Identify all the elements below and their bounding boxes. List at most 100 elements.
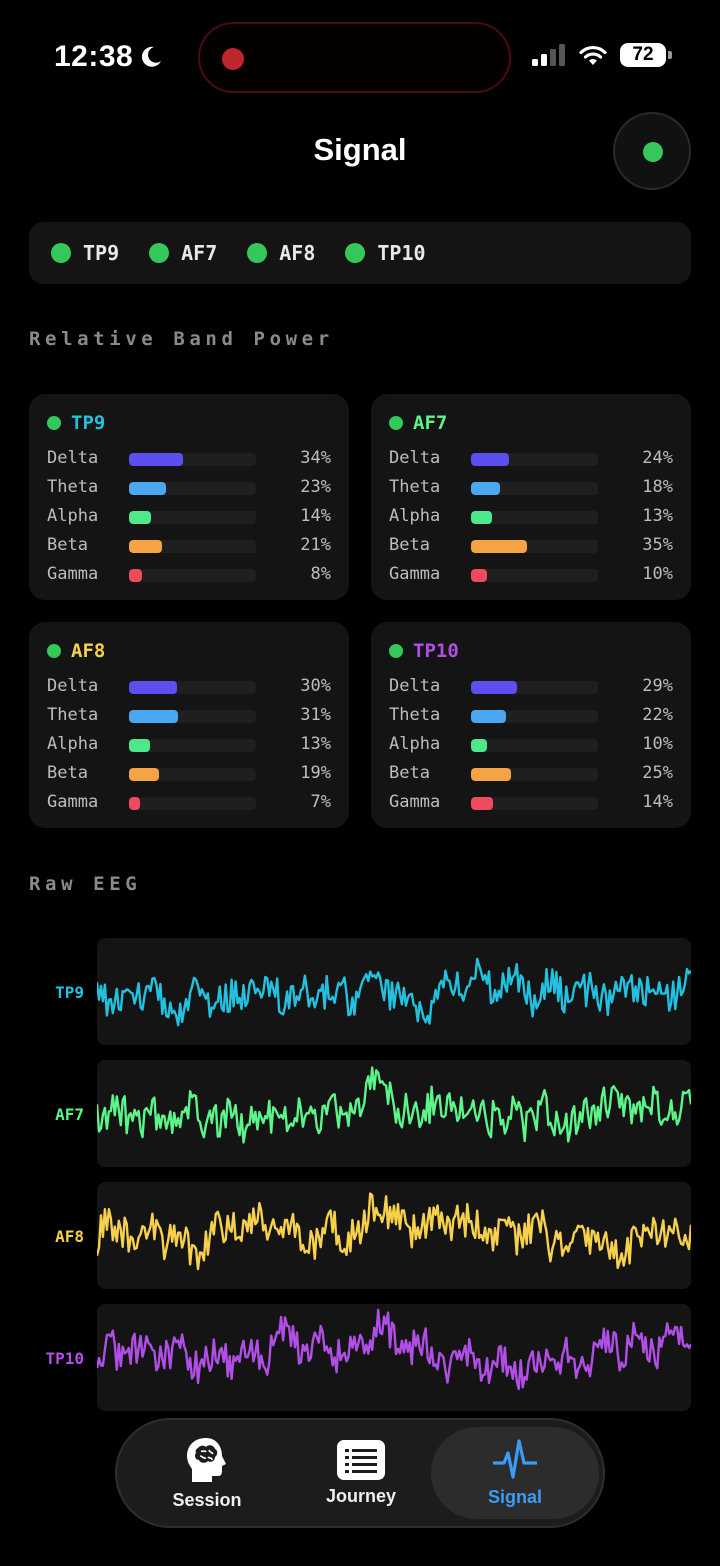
band-bar-fill [129, 453, 183, 466]
band-value: 10% [642, 564, 673, 584]
band-card-af7: AF7 Delta 24% Theta 18% Alpha 13% Beta 35% Gamma 1… [371, 394, 691, 600]
band-bar-fill [471, 511, 492, 524]
band-value: 8% [310, 564, 331, 584]
band-bar-fill [471, 797, 493, 810]
band-value: 30% [300, 676, 331, 696]
band-row-theta: Theta 23% [47, 477, 331, 499]
band-bar-fill [471, 710, 506, 723]
band-row-theta: Theta 31% [47, 705, 331, 727]
band-value: 14% [642, 792, 673, 812]
band-bar-fill [471, 540, 527, 553]
raw-eeg-section-title: Raw EEG [29, 873, 142, 895]
eeg-waveform-af7 [97, 1060, 691, 1167]
status-dot-icon [149, 243, 170, 263]
sensor-label: AF8 [279, 241, 316, 265]
band-label: Theta [389, 477, 441, 497]
channel-name: TP10 [413, 640, 459, 662]
tab-bar: Session Journey Signal [115, 1418, 605, 1528]
connection-status-button[interactable] [613, 112, 691, 190]
band-bar-track [129, 681, 256, 694]
band-bar-fill [471, 453, 509, 466]
band-value: 29% [642, 676, 673, 696]
band-value: 21% [300, 535, 331, 555]
eeg-trace [97, 1308, 691, 1391]
band-row-gamma: Gamma 14% [389, 792, 673, 814]
tab-signal[interactable]: Signal [431, 1427, 599, 1519]
band-row-gamma: Gamma 8% [47, 564, 331, 586]
status-right: 72 [532, 43, 672, 67]
band-label: Beta [47, 763, 88, 783]
band-bar-fill [129, 511, 151, 524]
band-value: 25% [642, 763, 673, 783]
band-bar-fill [129, 797, 140, 810]
band-row-alpha: Alpha 10% [389, 734, 673, 756]
band-bar-track [471, 681, 598, 694]
band-bar-fill [129, 569, 142, 582]
band-value: 13% [642, 506, 673, 526]
tab-label: Journey [325, 1485, 397, 1506]
band-bar-fill [471, 681, 517, 694]
band-bar-track [471, 797, 598, 810]
status-dot-icon [389, 644, 403, 658]
band-row-theta: Theta 22% [389, 705, 673, 727]
band-row-delta: Delta 29% [389, 676, 673, 698]
band-label: Beta [389, 535, 430, 555]
band-label: Delta [389, 448, 441, 468]
band-label: Alpha [389, 734, 441, 754]
band-label: Alpha [47, 734, 99, 754]
eeg-trace [97, 957, 691, 1027]
band-row-beta: Beta 35% [389, 535, 673, 557]
eeg-channel-label: TP9 [55, 983, 84, 1002]
channel-name: AF7 [413, 412, 448, 434]
band-row-theta: Theta 18% [389, 477, 673, 499]
band-bar-fill [129, 482, 166, 495]
battery-level: 72 [632, 44, 654, 65]
tab-label: Session [172, 1489, 242, 1510]
waveform-icon [493, 1438, 537, 1479]
tab-session[interactable]: Session [131, 1420, 283, 1526]
tab-label: Signal [487, 1486, 542, 1507]
sensor-tp9: TP9 [51, 241, 119, 265]
band-row-gamma: Gamma 10% [389, 564, 673, 586]
band-label: Delta [47, 448, 99, 468]
sensor-af7: AF7 [149, 241, 217, 265]
band-label: Theta [389, 705, 441, 725]
band-bar-track [471, 710, 598, 723]
band-bar-fill [471, 482, 500, 495]
band-value: 19% [300, 763, 331, 783]
band-row-delta: Delta 34% [47, 448, 331, 470]
band-value: 10% [642, 734, 673, 754]
band-label: Beta [389, 763, 430, 783]
band-bar-fill [129, 739, 150, 752]
status-dot-icon [51, 243, 71, 263]
band-card-tp9: TP9 Delta 34% Theta 23% Alpha 14% Beta 21% Gamma 8… [29, 394, 349, 600]
card-header: AF7 [389, 412, 447, 434]
band-label: Gamma [389, 564, 441, 584]
moon-icon [142, 46, 162, 67]
band-label: Delta [47, 676, 99, 696]
band-label: Gamma [389, 792, 441, 812]
band-row-beta: Beta 21% [47, 535, 331, 557]
band-value: 14% [300, 506, 331, 526]
list-icon [337, 1439, 385, 1480]
band-bar-track [471, 511, 598, 524]
status-dot-icon [389, 416, 403, 430]
band-value: 35% [642, 535, 673, 555]
sensor-label: TP9 [83, 241, 120, 265]
sensor-tp10: TP10 [345, 241, 426, 265]
band-value: 34% [300, 448, 331, 468]
tab-journey[interactable]: Journey [285, 1420, 437, 1526]
band-bar-fill [129, 681, 177, 694]
band-power-section-title: Relative Band Power [29, 328, 334, 350]
band-bar-track [471, 540, 598, 553]
band-label: Alpha [47, 506, 99, 526]
band-label: Theta [47, 477, 99, 497]
eeg-trace [97, 1066, 691, 1144]
status-time-text: 12:38 [54, 40, 134, 73]
band-bar-fill [129, 540, 162, 553]
sensor-af8: AF8 [247, 241, 315, 265]
sensor-status-strip: TP9 AF7 AF8 TP10 [29, 222, 691, 284]
band-value: 23% [300, 477, 331, 497]
band-bar-track [471, 569, 598, 582]
band-bar-track [471, 768, 598, 781]
